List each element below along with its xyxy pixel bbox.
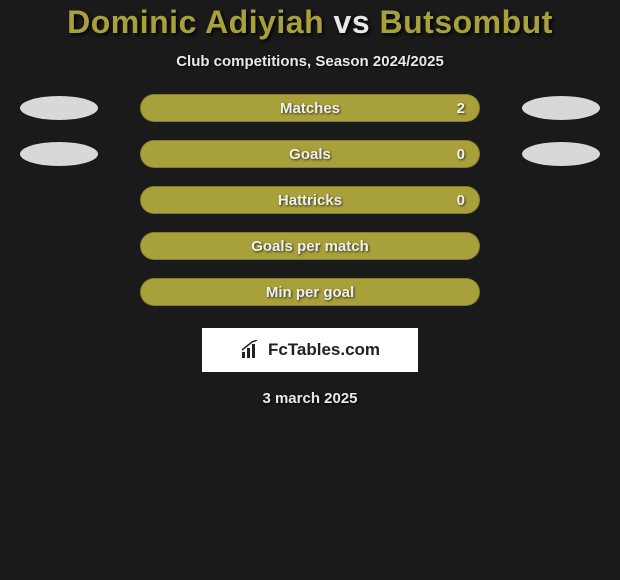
stat-label: Goals per match [251, 238, 369, 255]
logo-text: FcTables.com [268, 340, 380, 360]
stat-value-right: 2 [457, 100, 465, 117]
page-title: Dominic Adiyiah vs Butsombut [67, 4, 553, 41]
stat-label: Hattricks [278, 192, 342, 209]
right-value-ellipse [522, 96, 600, 120]
stat-label: Goals [289, 146, 331, 163]
left-value-ellipse [20, 142, 98, 166]
stat-rows: Matches 2 Goals 0 Hattricks 0 Goals per match M… [0, 94, 620, 306]
stat-bar: Matches 2 [140, 94, 480, 122]
player2-name: Butsombut [380, 4, 553, 40]
stat-row: Goals per match [0, 232, 620, 260]
left-value-ellipse [20, 96, 98, 120]
stat-value-right: 0 [457, 146, 465, 163]
stat-bar: Goals per match [140, 232, 480, 260]
player1-name: Dominic Adiyiah [67, 4, 324, 40]
stat-value-right: 0 [457, 192, 465, 209]
stat-bar: Hattricks 0 [140, 186, 480, 214]
stat-label: Matches [280, 100, 340, 117]
stat-row: Hattricks 0 [0, 186, 620, 214]
comparison-widget: Dominic Adiyiah vs Butsombut Club compet… [0, 0, 620, 407]
stat-row: Min per goal [0, 278, 620, 306]
stat-bar: Goals 0 [140, 140, 480, 168]
stat-bar: Min per goal [140, 278, 480, 306]
subtitle: Club competitions, Season 2024/2025 [176, 53, 444, 70]
stat-row: Matches 2 [0, 94, 620, 122]
date-text: 3 march 2025 [262, 390, 357, 407]
vs-text: vs [334, 4, 371, 40]
stat-label: Min per goal [266, 284, 354, 301]
chart-icon [240, 340, 264, 360]
stat-row: Goals 0 [0, 140, 620, 168]
logo-box[interactable]: FcTables.com [202, 328, 418, 372]
right-value-ellipse [522, 142, 600, 166]
